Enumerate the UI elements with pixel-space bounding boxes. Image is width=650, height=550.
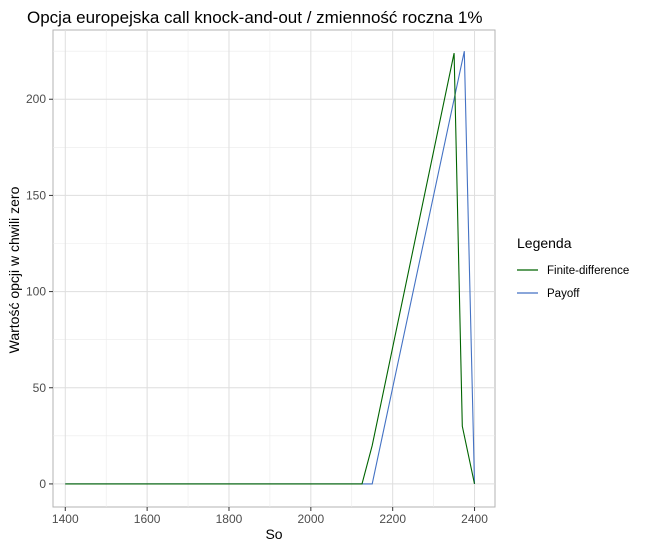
legend-label-payoff: Payoff: [547, 288, 580, 300]
y-tick-label: 150: [26, 188, 46, 202]
y-axis-title: Wartość opcji w chwili zero: [6, 186, 22, 353]
chart-title: Opcja europejska call knock-and-out / zm…: [27, 8, 482, 27]
series-line-finite-difference: [65, 52, 476, 485]
y-tick-label: 200: [26, 92, 46, 106]
x-axis-title: So: [265, 526, 282, 542]
legend-title: Legenda: [517, 235, 572, 251]
x-tick-label: 1400: [52, 512, 79, 526]
y-axis: 0 50 100 150 200: [26, 92, 53, 491]
x-tick-label: 1600: [134, 512, 161, 526]
legend-items: Finite-difference Payoff: [517, 265, 629, 300]
x-tick-label: 1800: [216, 512, 243, 526]
legend-label-finite-difference: Finite-difference: [547, 265, 629, 277]
plot-panel: [52, 29, 496, 508]
legend: Legenda Finite-difference Payoff: [517, 235, 629, 300]
y-tick-label: 0: [39, 477, 46, 491]
grid-minor: [53, 30, 495, 507]
x-tick-label: 2200: [379, 512, 406, 526]
x-tick-label: 2000: [297, 512, 324, 526]
plot-background: [52, 29, 496, 508]
x-tick-label: 2400: [461, 512, 488, 526]
y-tick-label: 100: [26, 285, 46, 299]
series-layer: [65, 51, 476, 485]
x-axis: 1400 1600 1800 2000 2200 2400: [52, 507, 488, 526]
y-tick-label: 50: [33, 381, 47, 395]
